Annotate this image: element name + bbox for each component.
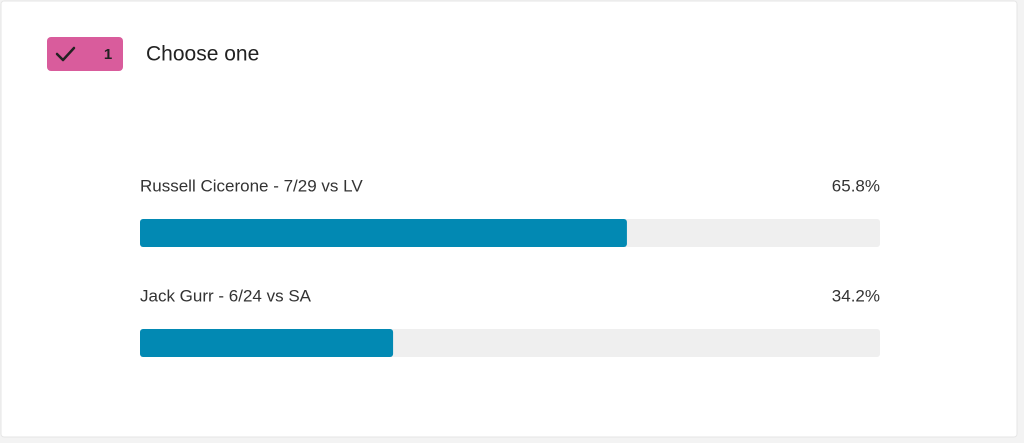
question-title: Choose one: [146, 43, 259, 66]
option-label: Russell Cicerone - 7/29 vs LV: [140, 176, 363, 195]
result-bar: [140, 219, 627, 247]
question-badge: [47, 37, 123, 71]
check-icon: [55, 46, 76, 62]
option-percent: 65.8%: [832, 176, 880, 195]
option-percent: 34.2%: [832, 286, 880, 305]
question-number: 1: [104, 46, 112, 63]
result-bar: [140, 329, 394, 357]
option-label: Jack Gurr - 6/24 vs SA: [140, 286, 312, 305]
